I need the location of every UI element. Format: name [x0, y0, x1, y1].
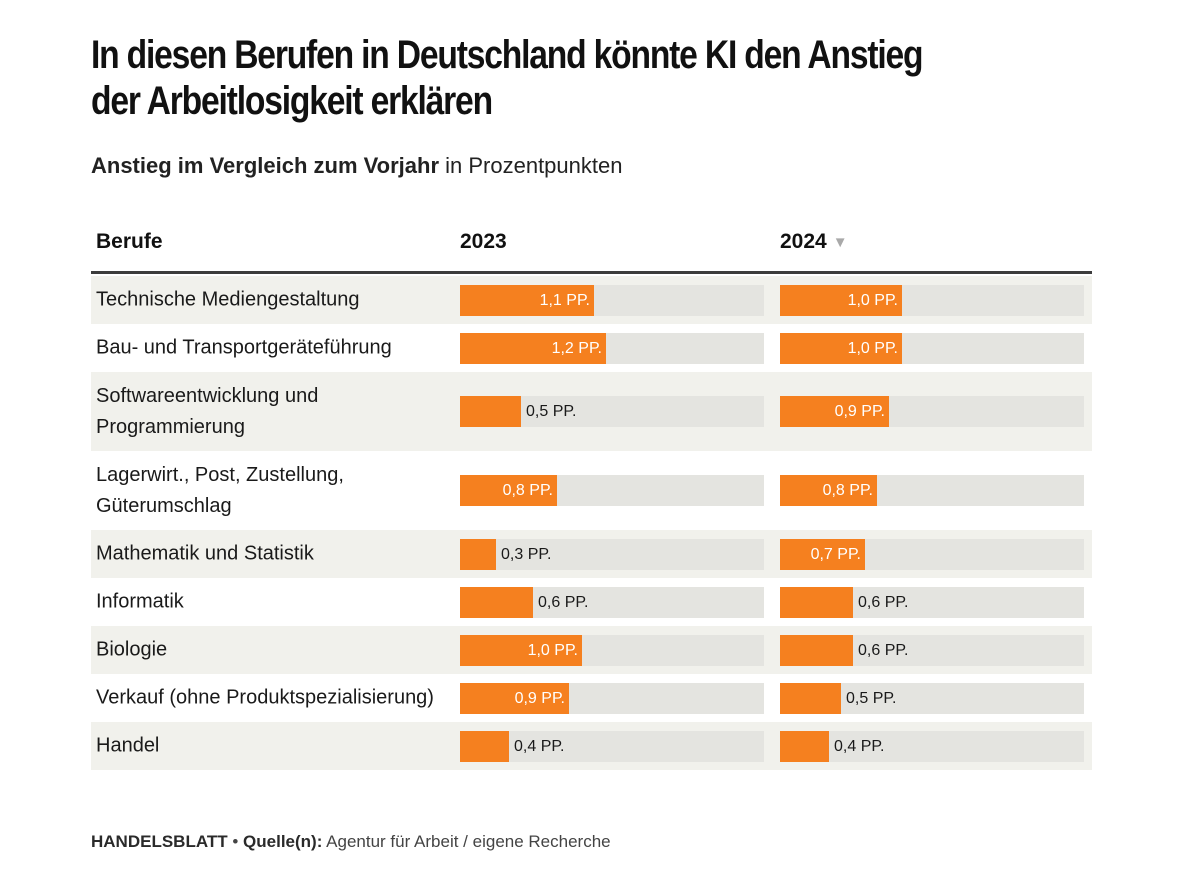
- table-row: Mathematik und Statistik 0,3 PP. 0,7 PP.: [91, 530, 1092, 578]
- chart-title: In diesen Berufen in Deutschland könnte …: [91, 33, 924, 123]
- row-label: Bau- und Transportgeräteführung: [96, 336, 392, 359]
- row-label: Mathematik und Statistik: [96, 542, 314, 565]
- bar-2023: [460, 284, 594, 316]
- bar-2024: [780, 332, 902, 364]
- footer-source-text: Agentur für Arbeit / eigene Recherche: [322, 832, 611, 851]
- bar-value-label: 0,3 PP.: [501, 545, 552, 563]
- bar-value-label: 1,0 PP.: [847, 291, 898, 309]
- bar-track-2024: 0,6 PP.: [780, 634, 1084, 666]
- bar-track-2024: 1,0 PP.: [780, 284, 1084, 316]
- bar-track-2024: 0,7 PP.: [780, 538, 1084, 570]
- bar-track-2024: 0,4 PP.: [780, 730, 1084, 762]
- bar-value-label: 0,6 PP.: [538, 593, 589, 611]
- bar-track-2023: 1,0 PP.: [460, 634, 764, 666]
- bar-2024: [780, 475, 877, 506]
- bar-2023: [460, 586, 533, 618]
- bar-2024: [780, 396, 889, 427]
- bar-value-label: 1,2 PP.: [551, 339, 602, 357]
- table-row: Biologie 1,0 PP. 0,6 PP.: [91, 626, 1092, 674]
- bar-2024: [780, 634, 853, 666]
- row-label: Lagerwirt., Post, Zustellung, Güterumsch…: [96, 463, 344, 517]
- bar-2024: [780, 682, 841, 714]
- bar-2023: [460, 475, 557, 506]
- sort-descending-icon[interactable]: ▼: [832, 234, 848, 251]
- bar-value-label: 0,4 PP.: [514, 737, 565, 755]
- bar-track-2024: 0,5 PP.: [780, 682, 1084, 714]
- bar-2023: [460, 332, 606, 364]
- footer-source-label: Quelle(n):: [243, 832, 323, 851]
- bar-value-label: 1,0 PP.: [527, 641, 578, 659]
- subtitle-bold: Anstieg im Vergleich zum Vorjahr: [91, 153, 440, 178]
- bar-value-label: 1,0 PP.: [847, 339, 898, 357]
- row-label: Biologie: [96, 638, 168, 661]
- bar-value-label: 0,6 PP.: [858, 593, 909, 611]
- footer-separator: •: [227, 832, 244, 851]
- bar-2023: [460, 682, 569, 714]
- bar-2024: [780, 586, 853, 618]
- table-row: Informatik 0,6 PP. 0,6 PP.: [91, 578, 1092, 626]
- row-label: Verkauf (ohne Produktspezialisierung): [96, 686, 434, 709]
- bar-2024: [780, 284, 902, 316]
- bar-track-2024: 0,9 PP.: [780, 396, 1084, 427]
- bar-track-2023: 0,6 PP.: [460, 586, 764, 618]
- bar-track-2024: 0,8 PP.: [780, 475, 1084, 506]
- bar-track-2024: 0,6 PP.: [780, 586, 1084, 618]
- bar-value-label: 0,8 PP.: [822, 482, 873, 499]
- bar-value-label: 0,6 PP.: [858, 641, 909, 659]
- table-row: Verkauf (ohne Produktspezialisierung) 0,9…: [91, 674, 1092, 722]
- bar-track-2023: 1,1 PP.: [460, 284, 764, 316]
- bar-track-2023: 0,9 PP.: [460, 682, 764, 714]
- bar-track-2023: 0,4 PP.: [460, 730, 764, 762]
- bar-value-label: 0,9 PP.: [514, 689, 565, 707]
- bar-2023: [460, 538, 496, 570]
- bar-track-2023: 0,8 PP.: [460, 475, 764, 506]
- bar-2023: [460, 730, 509, 762]
- chart-subtitle: Anstieg im Vergleich zum Vorjahr in Proz…: [91, 153, 622, 179]
- bar-value-label: 0,8 PP.: [502, 482, 553, 499]
- subtitle-rest: in Prozentpunkten: [439, 153, 623, 178]
- bar-value-label: 0,7 PP.: [810, 545, 861, 563]
- bar-value-label: 0,9 PP.: [834, 403, 885, 420]
- row-label: Informatik: [96, 590, 184, 613]
- bar-track-2023: 1,2 PP.: [460, 332, 764, 364]
- bar-2024: [780, 730, 829, 762]
- bar-value-label: 1,1 PP.: [539, 291, 590, 309]
- bar-value-label: 0,5 PP.: [846, 689, 897, 707]
- chart-table-body: Technische Mediengestaltung 1,1 PP. 1,0 PP…: [91, 276, 1092, 770]
- table-row: Technische Mediengestaltung 1,1 PP. 1,0 PP…: [91, 276, 1092, 324]
- table-row: Softwareentwicklung und Programmierung 0,…: [91, 372, 1092, 451]
- row-label: Handel: [96, 734, 160, 757]
- footer: HANDELSBLATT • Quelle(n): Agentur für Ar…: [91, 832, 611, 852]
- bar-2023: [460, 396, 521, 427]
- bar-track-2023: 0,5 PP.: [460, 396, 764, 427]
- bar-value-label: 0,5 PP.: [526, 403, 577, 420]
- table-row: Handel 0,4 PP. 0,4 PP.: [91, 722, 1092, 770]
- table-row: Bau- und Transportgeräteführung 1,2 PP. 1,…: [91, 324, 1092, 372]
- footer-brand: HANDELSBLATT: [91, 832, 228, 851]
- bar-track-2023: 0,3 PP.: [460, 538, 764, 570]
- bar-2024: [780, 538, 865, 570]
- header-berufe: Berufe: [96, 230, 163, 253]
- bar-value-label: 0,4 PP.: [834, 737, 885, 755]
- header-rule: [91, 271, 1092, 274]
- header-2024-label: 2024: [780, 230, 827, 253]
- bar-track-2024: 1,0 PP.: [780, 332, 1084, 364]
- row-label: Softwareentwicklung und Programmierung: [96, 384, 319, 438]
- bar-2023: [460, 634, 582, 666]
- row-label: Technische Mediengestaltung: [96, 288, 360, 311]
- header-2024[interactable]: 2024 ▼: [780, 230, 848, 254]
- table-row: Lagerwirt., Post, Zustellung, Güterumsch…: [91, 451, 1092, 530]
- header-2023[interactable]: 2023: [460, 230, 507, 253]
